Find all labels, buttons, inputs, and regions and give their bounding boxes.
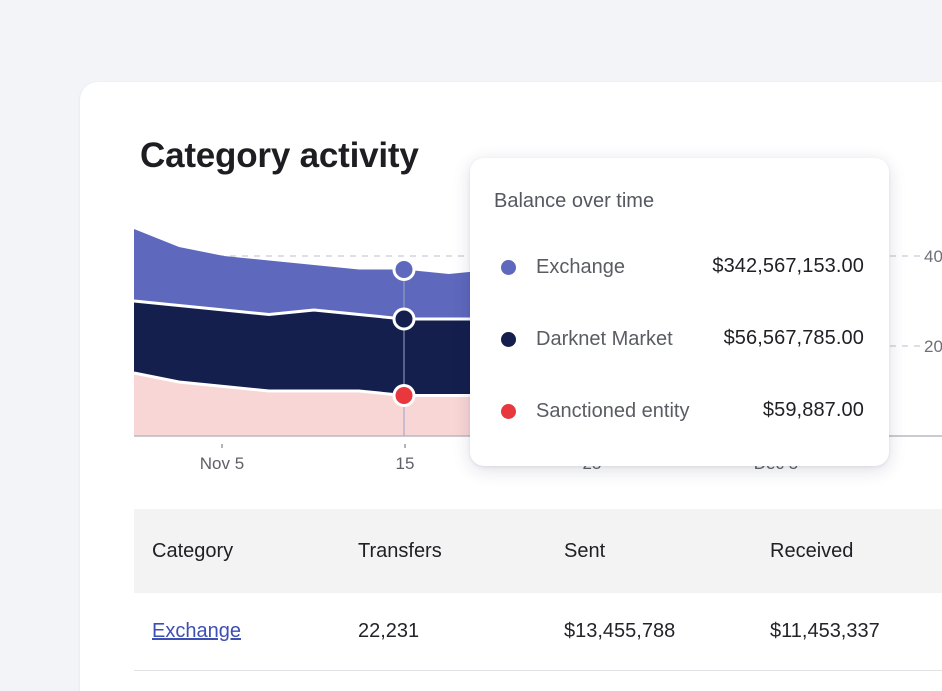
- category-link-exchange[interactable]: Exchange: [152, 620, 241, 642]
- tooltip-row-label: Darknet Market: [536, 328, 673, 350]
- table-header: Category Transfers Sent Received: [134, 509, 942, 593]
- exchange-legend-dot: [501, 260, 516, 275]
- series-boundary-line: [133, 299, 494, 321]
- y-tick-label: 20: [924, 337, 942, 356]
- series-boundary-line: [133, 371, 494, 397]
- column-header-sent[interactable]: Sent: [564, 540, 606, 562]
- tooltip-row-value: $342,567,153.00: [712, 255, 864, 277]
- received-cell: $11,453,337: [770, 620, 880, 642]
- tooltip-row-label: Sanctioned entity: [536, 400, 690, 422]
- card-title: Category activity: [140, 136, 419, 175]
- tooltip-row-sanctioned-entity: Sanctioned entity $59,887.00: [470, 396, 889, 426]
- tooltip-title: Balance over time: [494, 190, 655, 212]
- column-header-received[interactable]: Received: [770, 540, 854, 562]
- sanctioned-entity-legend-dot: [501, 404, 516, 419]
- hover-marker-darknet-market: [392, 307, 416, 331]
- x-tick-label: 15: [396, 454, 415, 473]
- category-table: Category Transfers Sent Received Exchang…: [134, 509, 942, 671]
- transfers-cell: 22,231: [358, 620, 420, 642]
- tooltip-row-value: $59,887.00: [762, 399, 864, 421]
- x-tick-label: Nov 5: [200, 454, 244, 473]
- tooltip-row-darknet-market: Darknet Market $56,567,785.00: [470, 324, 889, 354]
- column-header-transfers[interactable]: Transfers: [358, 540, 442, 562]
- sent-cell: $13,455,788: [564, 620, 676, 642]
- y-tick-label: 40: [924, 247, 942, 266]
- darknet-market-legend-dot: [501, 332, 516, 347]
- tooltip-row-value: $56,567,785.00: [723, 327, 864, 349]
- balance-tooltip: Balance over time Exchange $342,567,153.…: [470, 158, 889, 466]
- hover-marker-sanctioned-entity: [392, 384, 416, 407]
- table-row: Exchange 22,231 $13,455,788 $11,453,337: [134, 593, 942, 671]
- hover-marker-exchange: [392, 258, 416, 281]
- column-header-category[interactable]: Category: [152, 540, 234, 562]
- tooltip-row-label: Exchange: [536, 256, 625, 278]
- tooltip-row-exchange: Exchange $342,567,153.00: [470, 252, 889, 282]
